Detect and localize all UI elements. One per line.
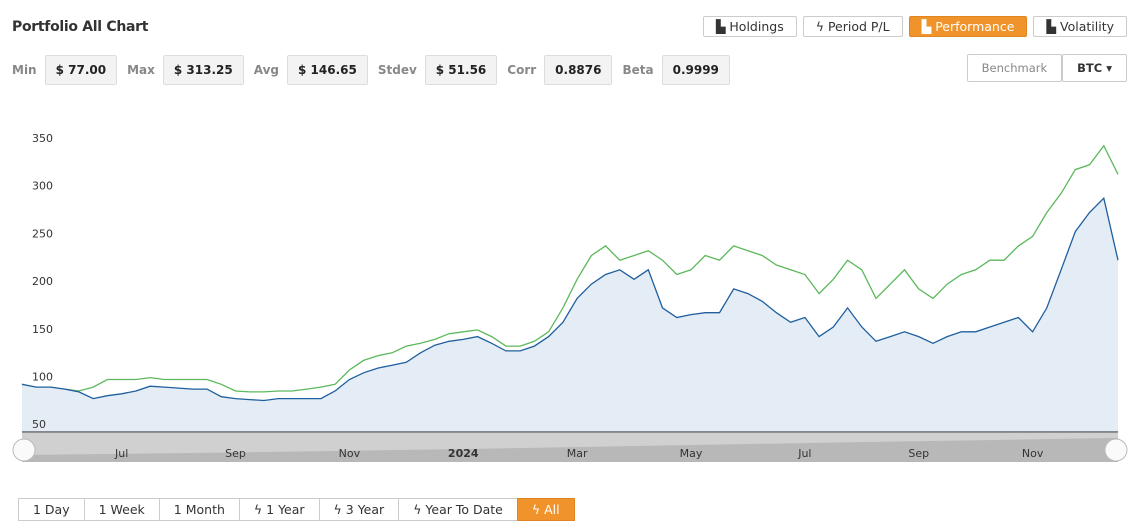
view-tab-label: Volatility xyxy=(1060,19,1114,34)
range-label: 1 Week xyxy=(98,502,145,517)
stat-value: $ 51.56 xyxy=(424,55,498,85)
range-button[interactable]: 1 Month xyxy=(158,498,240,521)
navigator-handle[interactable] xyxy=(12,438,36,462)
stat-value: 0.9999 xyxy=(661,55,730,85)
stat-value: $ 313.25 xyxy=(162,55,244,85)
range-label: Year To Date xyxy=(425,502,503,517)
y-tick-label: 350 xyxy=(32,132,53,145)
range-label: 1 Day xyxy=(33,502,70,517)
x-tick-label: Nov xyxy=(339,447,361,460)
range-label: All xyxy=(544,502,560,517)
series-line xyxy=(21,196,1119,402)
view-tab[interactable]: ▙ Holdings xyxy=(702,16,797,37)
view-tabs: ▙ Holdings ϟ Period P/L ▙ Performance ▙ Vol… xyxy=(702,16,1127,37)
stat-label: Corr xyxy=(507,63,537,77)
area xyxy=(22,198,1118,432)
page-title: Portfolio All Chart xyxy=(12,19,149,35)
y-tick-label: 250 xyxy=(32,227,53,240)
stat-label: Stdev xyxy=(377,63,417,77)
x-tick-label: Jul xyxy=(114,447,128,460)
range-button[interactable]: ϟ All xyxy=(516,498,575,521)
x-tick-label: 2024 xyxy=(448,447,479,460)
view-tab-label: Performance xyxy=(935,19,1015,34)
view-tab[interactable]: ϟ Period P/L xyxy=(802,16,903,37)
navigator-handle[interactable] xyxy=(1104,438,1128,462)
stat-label: Max xyxy=(127,63,155,77)
benchmark-value: BTC xyxy=(1077,61,1103,75)
navigator-shape xyxy=(22,438,1118,462)
range-button[interactable]: 1 Day xyxy=(18,498,85,521)
benchmark-select[interactable]: BTC ▾ xyxy=(1062,54,1127,82)
stat-label: Avg xyxy=(253,63,279,77)
stat-value: $ 77.00 xyxy=(44,55,118,85)
stat-label: Min xyxy=(12,63,37,77)
view-tab-label: Holdings xyxy=(729,19,784,34)
range-button[interactable]: ϟ 3 Year xyxy=(318,498,400,521)
benchmark-label: Benchmark xyxy=(966,54,1063,82)
stats: Min $ 77.00 Max $ 313.25 Avg $ 146.65 Stdev $ 5… xyxy=(12,55,740,85)
x-tick-label: Mar xyxy=(567,447,588,460)
stat-value: 0.8876 xyxy=(544,55,613,85)
view-tab[interactable]: ▙ Volatility xyxy=(1033,16,1127,37)
series-line xyxy=(21,144,1119,393)
y-tick-label: 50 xyxy=(32,418,46,431)
range-label: 3 Year xyxy=(345,502,385,517)
stat-value: $ 146.65 xyxy=(287,55,368,85)
x-tick-label: Jul xyxy=(797,447,811,460)
range-button[interactable]: ϟ 1 Year xyxy=(238,498,320,521)
range-button[interactable]: 1 Week xyxy=(83,498,160,521)
range-button[interactable]: ϟ Year To Date xyxy=(398,498,518,521)
y-tick-label: 300 xyxy=(32,180,53,193)
y-tick-label: 200 xyxy=(32,275,53,288)
y-tick-label: 150 xyxy=(32,323,53,336)
range-buttons: 1 Day 1 Week 1 Month ϟ 1 Year ϟ 3 Year ϟ Year… xyxy=(18,498,575,521)
benchmark: Benchmark BTC ▾ xyxy=(966,54,1127,82)
x-tick-label: May xyxy=(680,447,703,460)
view-tab[interactable]: ▙ Performance xyxy=(908,16,1028,37)
x-tick-label: Sep xyxy=(225,447,246,460)
view-tab-label: Period P/L xyxy=(827,19,890,34)
y-tick-label: 100 xyxy=(32,371,53,384)
x-tick-label: Nov xyxy=(1022,447,1044,460)
stat-label: Beta xyxy=(622,63,654,77)
range-label: 1 Month xyxy=(173,502,225,517)
x-tick-label: Sep xyxy=(908,447,929,460)
range-label: 1 Year xyxy=(266,502,305,517)
chart: 50 100 150 200 250 300 350 Jul Sep Nov 2024 Mar May J… xyxy=(12,132,1128,462)
